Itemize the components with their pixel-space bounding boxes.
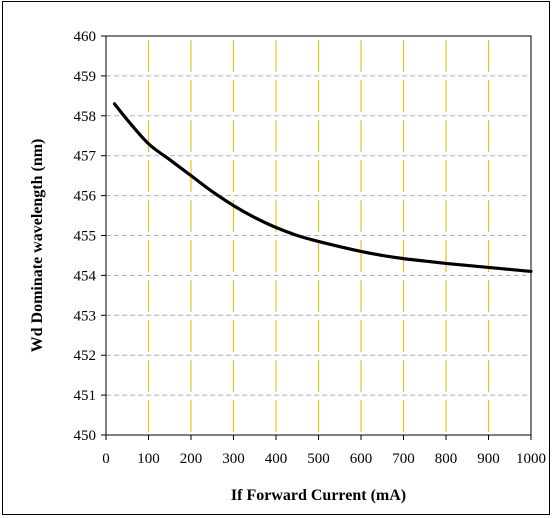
y-tick-label-454: 454	[74, 268, 97, 284]
y-tick-labels: 450 451 452 453 454 455 456 457 458 459 460	[74, 29, 97, 444]
y-tick-label-453: 453	[74, 308, 97, 324]
vertical-gridlines	[147, 36, 490, 435]
axes	[101, 35, 532, 440]
x-tick-label-600: 600	[350, 451, 373, 467]
y-tick-label-458: 458	[74, 109, 97, 125]
x-tick-label-100: 100	[137, 451, 160, 467]
x-tick-label-800: 800	[435, 451, 458, 467]
x-tick-label-500: 500	[307, 451, 330, 467]
x-tick-label-1000: 1000	[516, 451, 546, 467]
x-tick-label-400: 400	[265, 451, 288, 467]
x-tick-label-300: 300	[222, 451, 245, 467]
x-tick-label-0: 0	[102, 451, 110, 467]
y-tick-label-457: 457	[74, 149, 97, 165]
x-tick-label-200: 200	[180, 451, 203, 467]
y-axis-title: Wd Dominate wavelength (nm)	[29, 139, 46, 353]
y-tick-label-459: 459	[74, 69, 97, 85]
series-layer	[112, 102, 533, 274]
x-tick-labels: 0 100 200 300 400 500 600 700 800 900 1000	[102, 451, 546, 467]
x-tick-label-700: 700	[392, 451, 415, 467]
y-tick-label-456: 456	[74, 189, 97, 205]
y-tick-label-451: 451	[74, 388, 97, 404]
y-tick-label-452: 452	[74, 348, 97, 364]
x-axis-title: If Forward Current (mA)	[231, 487, 406, 504]
y-tick-label-460: 460	[74, 29, 97, 45]
series-line-0	[112, 102, 533, 274]
y-tick-label-455: 455	[74, 229, 97, 245]
y-tick-label-450: 450	[74, 428, 97, 444]
x-tick-label-900: 900	[477, 451, 500, 467]
